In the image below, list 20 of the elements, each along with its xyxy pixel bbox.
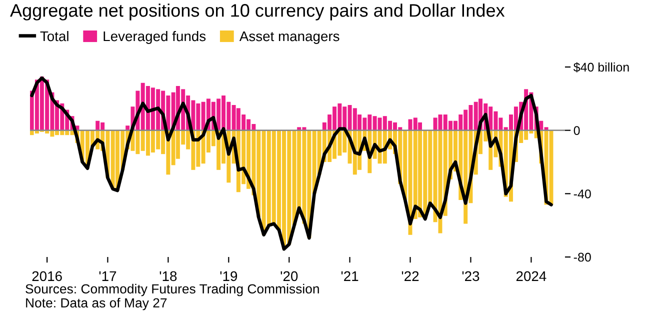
text: Note: Data as of May 27 [26,298,167,310]
y-tick-label: -80 [574,252,591,262]
line-series [30,76,553,251]
legend-label: Leveraged funds [104,30,206,44]
x-tick-label: '19 [220,271,238,282]
source-note: Sources: Commodity Futures Trading Commission [26,284,319,296]
x-tick-label: 2024 [516,271,546,282]
chart-title: Aggregate net positions on 10 currency pairs and Dollar Index [10,4,505,20]
x-tick-label: '21 [341,271,358,281]
legend-label: Asset managers [239,32,340,44]
x-tick-label: '18 [160,271,177,282]
y-tick-label: 0 [574,126,580,135]
legend-label: Total [40,30,68,42]
x-tick-label: '22 [402,271,419,281]
x-tick-label: '20 [280,271,298,282]
y-tick-label: -40 [574,189,591,198]
y-tick-label: $40 billion [573,62,629,72]
x-tick-label: '23 [462,271,480,282]
x-tick-label: '17 [99,271,116,281]
x-tick-label: 2016 [32,271,62,282]
